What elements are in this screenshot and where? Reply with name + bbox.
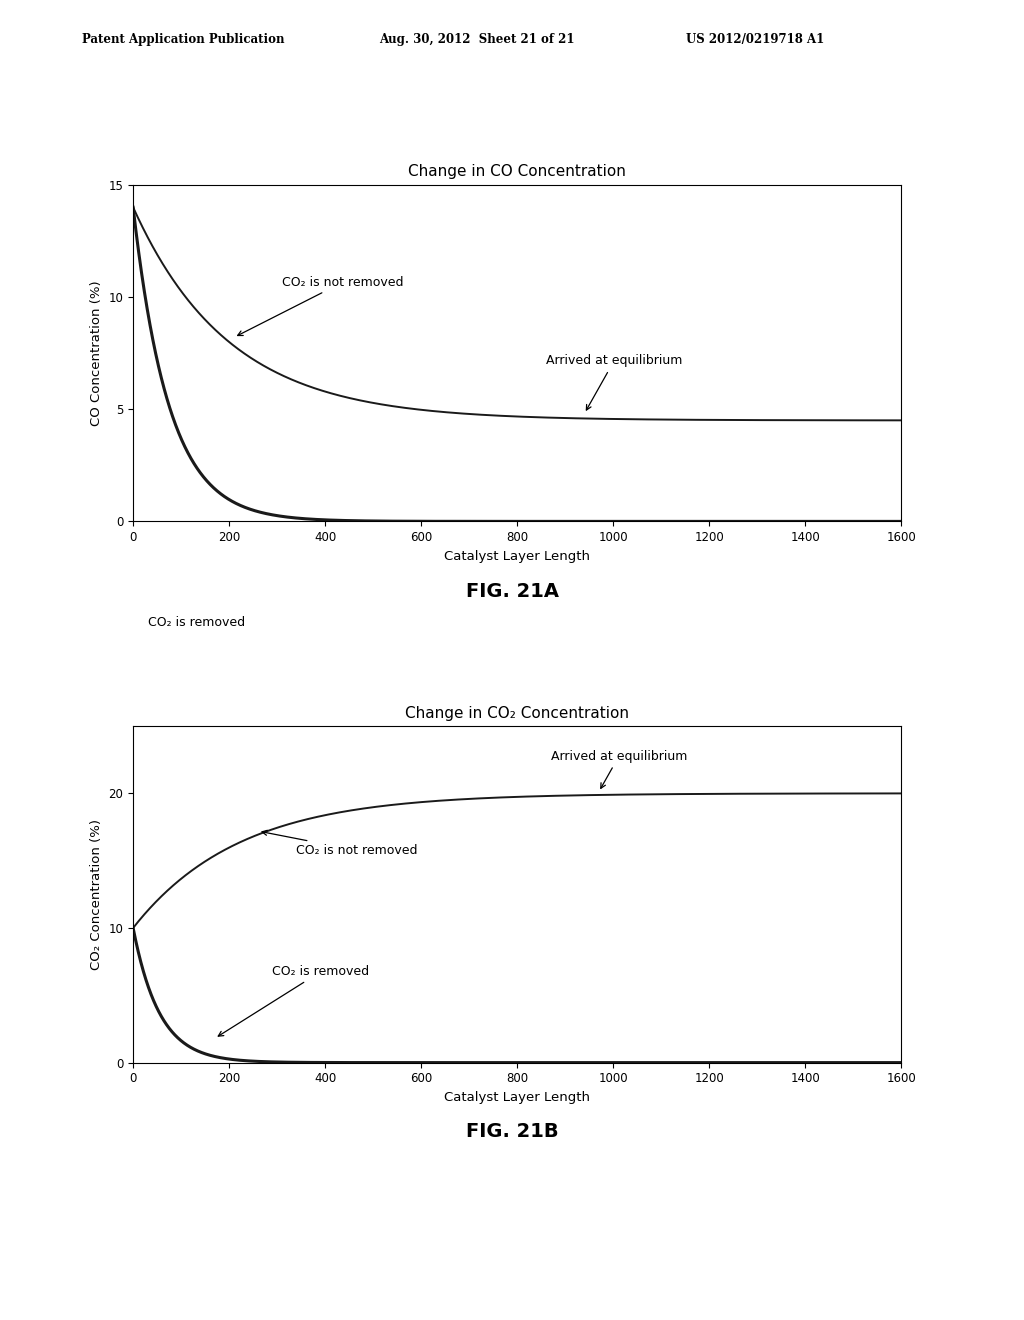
Text: CO₂ is removed: CO₂ is removed (147, 615, 245, 628)
Text: FIG. 21A: FIG. 21A (466, 582, 558, 601)
Text: Arrived at equilibrium: Arrived at equilibrium (551, 750, 687, 788)
Text: CO₂ is removed: CO₂ is removed (218, 965, 370, 1036)
Text: CO₂ is not removed: CO₂ is not removed (262, 830, 418, 857)
Text: CO₂ is not removed: CO₂ is not removed (238, 276, 403, 335)
Text: US 2012/0219718 A1: US 2012/0219718 A1 (686, 33, 824, 46)
X-axis label: Catalyst Layer Length: Catalyst Layer Length (444, 1090, 590, 1104)
Text: Aug. 30, 2012  Sheet 21 of 21: Aug. 30, 2012 Sheet 21 of 21 (379, 33, 574, 46)
Title: Change in CO Concentration: Change in CO Concentration (409, 165, 626, 180)
Text: FIG. 21B: FIG. 21B (466, 1122, 558, 1140)
Y-axis label: CO Concentration (%): CO Concentration (%) (90, 280, 103, 426)
Y-axis label: CO₂ Concentration (%): CO₂ Concentration (%) (90, 818, 103, 970)
Text: Patent Application Publication: Patent Application Publication (82, 33, 285, 46)
Title: Change in CO₂ Concentration: Change in CO₂ Concentration (406, 706, 629, 721)
Text: Arrived at equilibrium: Arrived at equilibrium (546, 354, 682, 411)
X-axis label: Catalyst Layer Length: Catalyst Layer Length (444, 549, 590, 562)
